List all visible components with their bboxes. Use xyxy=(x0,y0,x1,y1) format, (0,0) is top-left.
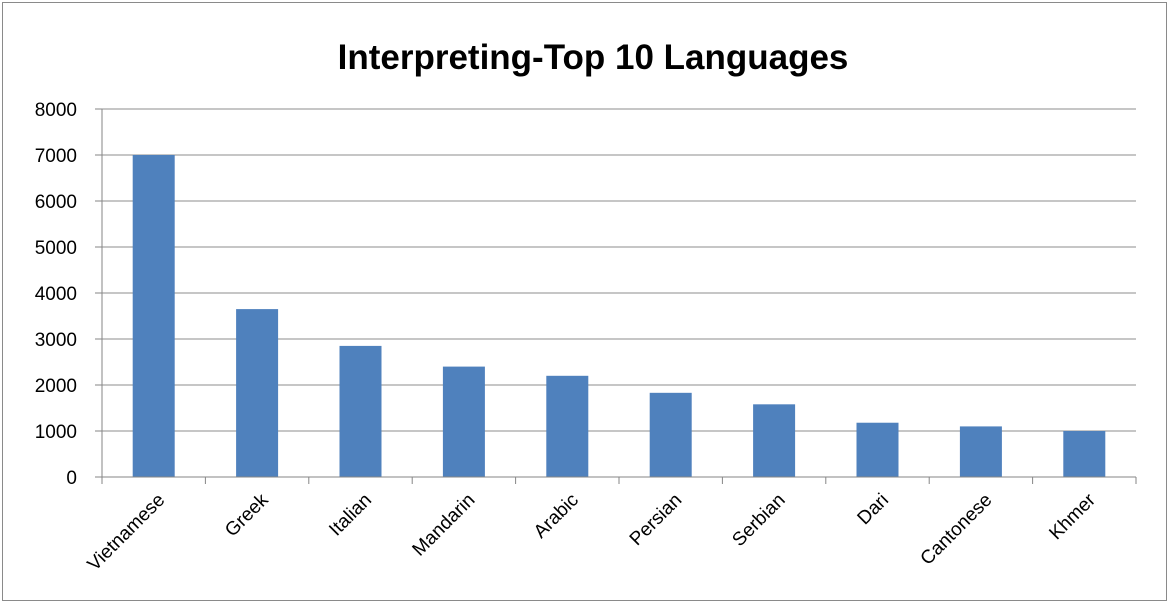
bar-italian xyxy=(339,345,382,477)
y-tick-label: 1000 xyxy=(35,422,77,443)
axes xyxy=(95,108,1137,484)
x-tick-label: Vietnamese xyxy=(84,490,170,576)
y-tick-label: 8000 xyxy=(35,100,77,121)
x-tick-label: Italian xyxy=(325,490,376,541)
y-tick-label: 2000 xyxy=(35,376,77,397)
y-tick-label: 5000 xyxy=(35,238,77,259)
bars xyxy=(132,155,1106,477)
bar-dari xyxy=(856,422,899,477)
x-tick-label: Serbian xyxy=(728,490,789,551)
y-tick-label: 4000 xyxy=(35,284,77,305)
bar-persian xyxy=(649,392,692,477)
x-tick-labels: Vietnamese Greek Italian Mandarin Arabic Pers… xyxy=(84,489,1101,575)
bar-khmer xyxy=(1063,431,1106,477)
y-tick-labels: 0 1000 2000 3000 4000 5000 6000 7000 8000 xyxy=(35,100,77,489)
x-tick-label: Mandarin xyxy=(409,490,480,561)
y-tick-label: 3000 xyxy=(35,330,77,351)
x-tick-label: Arabic xyxy=(530,490,583,543)
x-tick-label: Persian xyxy=(626,490,686,550)
bar-mandarin xyxy=(442,366,485,477)
y-tick-label: 0 xyxy=(66,468,77,489)
chart-title: Interpreting-Top 10 Languages xyxy=(338,38,849,77)
x-tick-label: Dari xyxy=(854,490,893,529)
bar-cantonese xyxy=(959,426,1002,477)
x-tick-label: Cantonese xyxy=(917,490,997,570)
x-tick-label: Khmer xyxy=(1045,489,1100,544)
bar-greek xyxy=(236,309,279,477)
bar-serbian xyxy=(753,404,796,477)
bar-arabic xyxy=(546,375,589,477)
x-tick-label: Greek xyxy=(221,489,273,541)
bar-vietnamese xyxy=(132,155,175,477)
y-tick-label: 6000 xyxy=(35,192,77,213)
y-tick-label: 7000 xyxy=(35,146,77,167)
